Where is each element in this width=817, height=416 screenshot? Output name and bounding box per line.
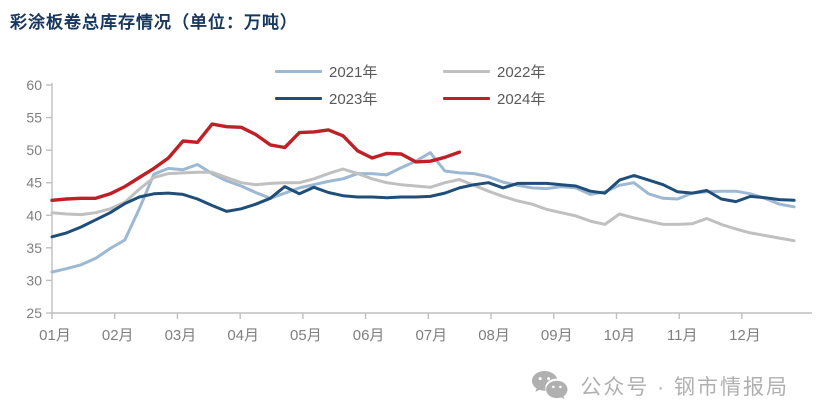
x-axis-label: 07月 — [415, 327, 447, 344]
legend: 2021年 2022年 2023年 2024年 — [275, 62, 546, 108]
y-axis-label: 60 — [26, 77, 42, 93]
legend-item-2022: 2022年 — [443, 62, 546, 81]
legend-line-2024-swatch — [443, 96, 490, 100]
y-axis-label: 30 — [26, 272, 42, 288]
footer-text: 公众号 · 钢市情报局 — [580, 376, 789, 399]
y-axis-label: 25 — [26, 305, 42, 321]
x-axis-label: 01月 — [39, 327, 71, 344]
legend-line-2022-swatch — [443, 69, 490, 73]
x-axis-label: 05月 — [290, 327, 322, 344]
x-axis-label: 03月 — [165, 327, 197, 344]
legend-label-2023: 2023年 — [329, 90, 378, 108]
legend-item-2023: 2023年 — [275, 89, 443, 108]
x-axis-label: 09月 — [541, 327, 573, 344]
legend-item-2021: 2021年 — [275, 62, 443, 81]
series-line-2021 — [50, 151, 796, 274]
x-axis-label: 12月 — [729, 327, 761, 344]
chart-title: 彩涂板卷总库存情况（单位：万吨） — [10, 13, 298, 33]
legend-label-2022: 2022年 — [497, 63, 546, 81]
x-axis-label: 10月 — [604, 327, 636, 344]
wechat-icon — [530, 370, 570, 402]
x-axis-label: 06月 — [353, 327, 385, 344]
x-axis-label: 04月 — [227, 327, 259, 344]
series-line-2023 — [50, 174, 796, 239]
y-axis-label: 40 — [26, 207, 42, 223]
y-axis-label: 35 — [26, 240, 42, 256]
y-axis-label: 45 — [26, 175, 42, 191]
series-line-2022 — [50, 167, 796, 243]
legend-label-2021: 2021年 — [329, 63, 378, 81]
y-axis-label: 55 — [26, 110, 42, 126]
x-axis-label: 02月 — [102, 327, 134, 344]
legend-label-2024: 2024年 — [497, 90, 546, 108]
footer-watermark: 公众号 · 钢市情报局 — [530, 370, 789, 402]
x-axis-label: 11月 — [667, 327, 698, 344]
y-axis-label: 50 — [26, 142, 42, 158]
legend-item-2024: 2024年 — [443, 89, 546, 108]
series-line-2024 — [50, 122, 462, 203]
x-axis-label: 08月 — [478, 327, 510, 344]
legend-line-2023-swatch — [275, 96, 322, 100]
legend-line-2021-swatch — [275, 69, 322, 73]
